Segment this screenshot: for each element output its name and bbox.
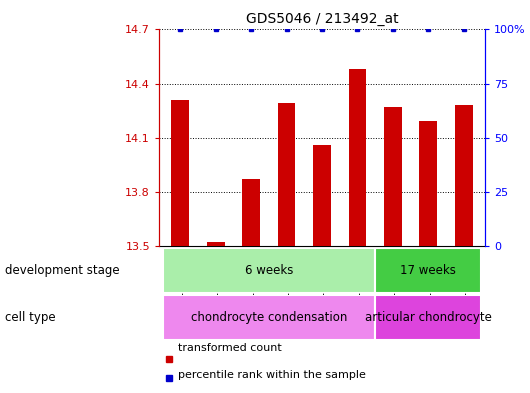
Bar [384,107,402,246]
Bar [419,121,437,246]
Bar [163,248,375,293]
Text: 6 weeks: 6 weeks [245,264,293,277]
Bar [207,242,225,246]
Text: articular chondrocyte: articular chondrocyte [365,311,492,324]
Text: transformed count: transformed count [178,343,281,353]
Bar [375,295,481,340]
Bar [278,103,295,246]
Text: cell type: cell type [5,311,56,324]
Text: development stage: development stage [5,264,120,277]
Bar [455,105,473,246]
Text: 17 weeks: 17 weeks [400,264,456,277]
Text: chondrocyte condensation: chondrocyte condensation [191,311,347,324]
Bar [171,100,189,246]
Bar [163,295,375,340]
Bar [313,145,331,246]
Text: percentile rank within the sample: percentile rank within the sample [178,370,365,380]
Bar [349,69,366,246]
Bar [375,248,481,293]
Bar [242,179,260,246]
Title: GDS5046 / 213492_at: GDS5046 / 213492_at [246,12,398,26]
